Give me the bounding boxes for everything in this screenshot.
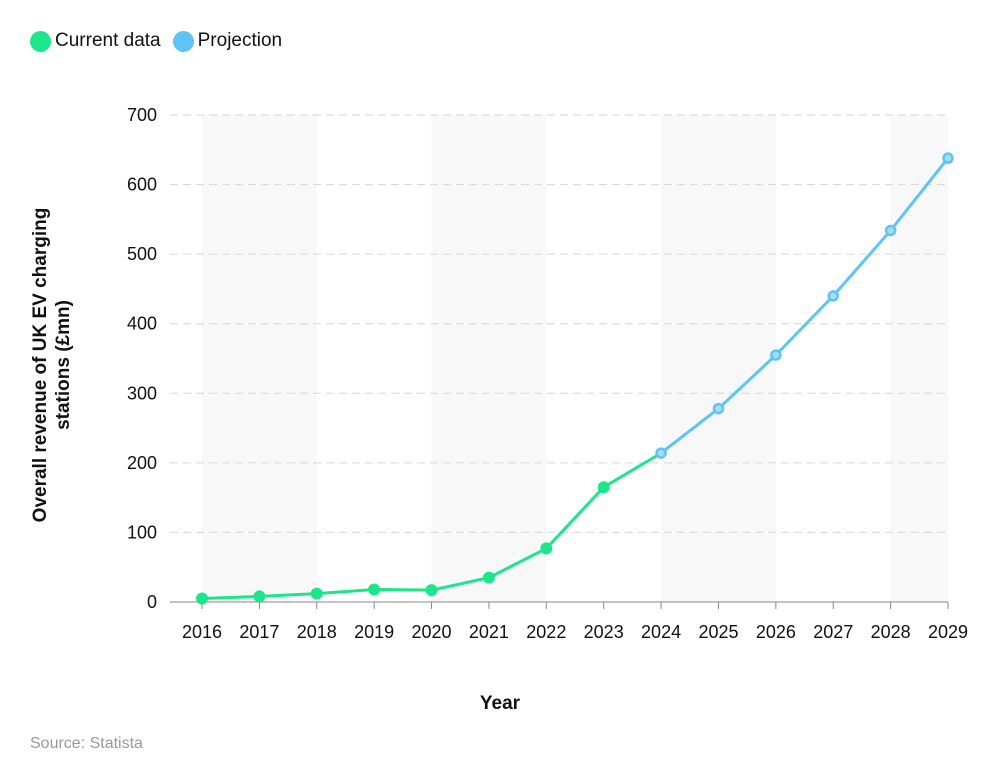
data-point-projection <box>712 402 725 415</box>
data-point-current <box>310 587 323 600</box>
background-band <box>890 115 948 602</box>
data-point-projection <box>770 349 782 361</box>
y-tick-label: 500 <box>127 244 157 264</box>
data-point-current <box>597 481 610 494</box>
x-tick-label: 2024 <box>641 622 681 642</box>
data-point-projection <box>884 224 897 237</box>
x-tick-label: 2023 <box>584 622 624 642</box>
x-axis-label: Year <box>480 693 521 714</box>
legend-swatch-current <box>30 30 51 52</box>
legend: Current data Projection <box>30 30 282 52</box>
data-point-projection <box>942 152 954 164</box>
data-point-projection <box>655 447 667 459</box>
y-tick-label: 600 <box>127 175 157 195</box>
x-tick-label: 2020 <box>412 622 452 642</box>
y-tick-label: 300 <box>127 383 157 403</box>
legend-swatch-projection <box>172 30 194 52</box>
data-point-current <box>253 590 266 603</box>
x-tick-label: 2017 <box>239 622 279 642</box>
y-axis-label: Overall revenue of UK EV charging <box>30 208 51 523</box>
legend-item-projection[interactable]: Projection <box>172 30 283 52</box>
y-tick-label: 0 <box>147 592 157 612</box>
source-note: Source: Statista <box>30 735 143 752</box>
data-point-current <box>368 583 381 596</box>
legend-label: Projection <box>197 30 283 51</box>
data-point-current <box>425 584 438 597</box>
data-point-current <box>482 571 495 584</box>
x-tick-label: 2025 <box>698 622 738 642</box>
data-point-projection <box>827 290 839 302</box>
x-tick-label: 2026 <box>756 622 796 642</box>
y-tick-label: 200 <box>127 453 157 473</box>
data-point-current <box>540 542 553 555</box>
legend-label: Current data <box>55 30 161 51</box>
series-line-projection <box>660 157 950 455</box>
background-band <box>661 115 776 602</box>
y-axis-label: stations (£mn) <box>53 300 74 430</box>
x-tick-label: 2028 <box>871 622 911 642</box>
background-band <box>202 115 317 602</box>
x-tick-label: 2021 <box>469 622 509 642</box>
x-tick-label: 2029 <box>928 622 968 642</box>
legend-item-current[interactable]: Current data <box>30 30 161 52</box>
x-tick-label: 2022 <box>526 622 566 642</box>
y-tick-label: 700 <box>127 105 157 125</box>
y-tick-label: 100 <box>127 522 157 542</box>
x-tick-label: 2027 <box>813 622 853 642</box>
data-point-current <box>196 592 208 605</box>
background-band <box>431 115 547 602</box>
x-tick-label: 2019 <box>354 622 394 642</box>
x-tick-label: 2016 <box>182 622 222 642</box>
x-tick-label: 2018 <box>297 622 337 642</box>
y-tick-label: 400 <box>127 314 157 334</box>
